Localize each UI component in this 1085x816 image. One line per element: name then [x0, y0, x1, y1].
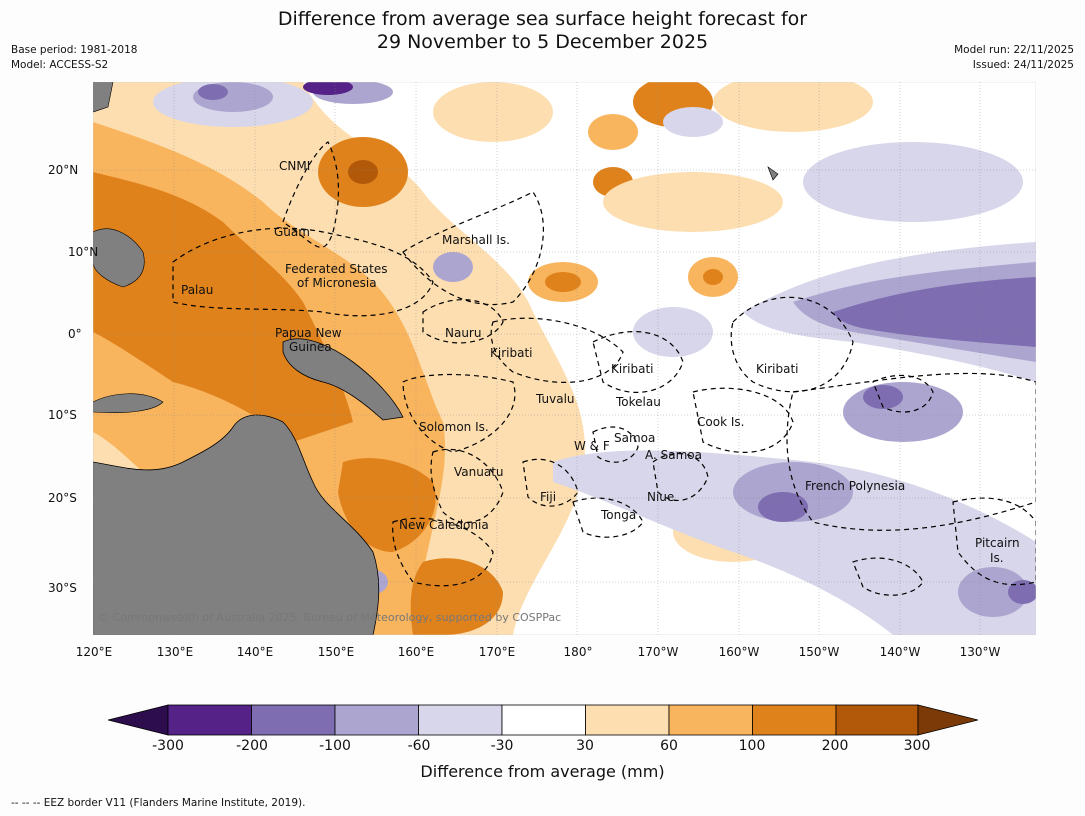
region-label-cook: Cook Is. [697, 415, 744, 429]
lon-label: 170°W [637, 645, 679, 659]
region-label-asamoa: A. Samoa [645, 448, 702, 462]
region-label-tokelau: Tokelau [615, 395, 661, 409]
lon-label: 170°E [478, 645, 516, 659]
region-label-new-caledonia: New Caledonia [399, 518, 489, 532]
title-line-1: Difference from average sea surface heig… [277, 8, 808, 30]
graticule [93, 82, 1036, 635]
lon-label: 140°W [879, 645, 921, 659]
lon-label: 130°W [959, 645, 1001, 659]
region-label-marshall: Marshall Is. [442, 233, 510, 247]
region-label-niue: Niue [647, 490, 674, 504]
colorbar-tick: -200 [236, 738, 268, 754]
lon-label: 150°E [317, 645, 355, 659]
colorbar-segment [501, 704, 586, 736]
region-label-french-polynesia: French Polynesia [805, 479, 905, 493]
region-label-samoa: Samoa [614, 431, 655, 445]
lat-label: 30°S [48, 581, 77, 595]
colorbar-tick: 200 [821, 738, 849, 754]
lon-label: 160°E [397, 645, 435, 659]
region-label-wf: W & F [574, 439, 610, 453]
colorbar-segment [167, 704, 252, 736]
lat-label: 20°S [48, 491, 77, 505]
lon-label: 180° [563, 645, 593, 659]
lat-label: 10°S [48, 408, 77, 422]
lon-label: 130°E [156, 645, 194, 659]
lon-label: 140°E [236, 645, 274, 659]
region-label-fsm-1: Federated States [285, 262, 387, 276]
region-label-fiji: Fiji [540, 490, 556, 504]
colorbar-tick: -60 [407, 738, 431, 754]
region-label-png-2: Guinea [289, 340, 332, 354]
region-label-solomon: Solomon Is. [419, 420, 489, 434]
lat-label: 10°N [68, 245, 99, 259]
colorbar-segment [585, 704, 670, 736]
colorbar-segment [752, 704, 837, 736]
region-labels: CNMI Guam Marshall Is. Federated States … [181, 159, 1020, 565]
eez-borders [172, 141, 1036, 596]
colorbar-tick: 30 [576, 738, 594, 754]
region-label-pitcairn-1: Pitcairn [975, 536, 1020, 550]
colorbar-segment [251, 704, 336, 736]
issued-date: Issued: 24/11/2025 [972, 59, 1074, 71]
map-title: Difference from average sea surface heig… [0, 8, 1085, 54]
negative-anomaly-layer [153, 82, 1036, 635]
region-label-kiribati-1: Kiribati [490, 346, 532, 360]
region-label-png-1: Papua New [275, 326, 342, 340]
meta-right: Model run: 22/11/2025 Issued: 24/11/2025 [954, 43, 1074, 73]
region-label-tuvalu: Tuvalu [535, 392, 575, 406]
colorbar-segment [418, 704, 503, 736]
lat-label: 0° [68, 327, 82, 341]
title-line-2: 29 November to 5 December 2025 [376, 31, 709, 53]
colorbar-tick: 300 [903, 738, 931, 754]
eez-legend-note: -- -- -- EEZ border V11 (Flanders Marine… [11, 797, 306, 809]
colorbar-tick: 60 [660, 738, 678, 754]
region-label-kiribati-2: Kiribati [611, 362, 653, 376]
colorbar-segment [835, 704, 919, 736]
colorbar-segment [668, 704, 753, 736]
colorbar-tick: -300 [152, 738, 184, 754]
colorbar-tick: -30 [490, 738, 514, 754]
land-layer [93, 82, 779, 635]
lon-label: 160°W [718, 645, 760, 659]
colorbar-tick: 100 [738, 738, 766, 754]
model-name: Model: ACCESS-S2 [11, 59, 109, 71]
colorbar [108, 704, 978, 736]
region-label-tonga: Tonga [600, 508, 636, 522]
lat-label: 20°N [48, 163, 79, 177]
colorbar-title: Difference from average (mm) [420, 762, 665, 781]
region-label-kiribati-3: Kiribati [756, 362, 798, 376]
region-label-cnmi: CNMI [279, 159, 310, 173]
region-label-palau: Palau [181, 283, 213, 297]
sea-height-map: CNMI Guam Marshall Is. Federated States … [93, 82, 1036, 635]
model-run: Model run: 22/11/2025 [954, 44, 1074, 56]
base-period: Base period: 1981-2018 [11, 44, 138, 56]
lon-label: 120°E [75, 645, 113, 659]
region-label-vanuatu: Vanuatu [454, 465, 504, 479]
colorbar-low-extend [108, 704, 169, 736]
region-label-nauru: Nauru [445, 326, 481, 340]
meta-left: Base period: 1981-2018 Model: ACCESS-S2 [11, 43, 137, 73]
region-label-fsm-2: of Micronesia [297, 276, 377, 290]
colorbar-segment [334, 704, 419, 736]
region-label-guam: Guam [274, 225, 310, 239]
colorbar-high-extend [917, 704, 978, 736]
lon-label: 150°W [798, 645, 840, 659]
colorbar-tick: -100 [319, 738, 351, 754]
copyright-notice: © Commonwealth of Australia 2025, Bureau… [98, 611, 561, 624]
region-label-pitcairn-2: Is. [990, 551, 1004, 565]
